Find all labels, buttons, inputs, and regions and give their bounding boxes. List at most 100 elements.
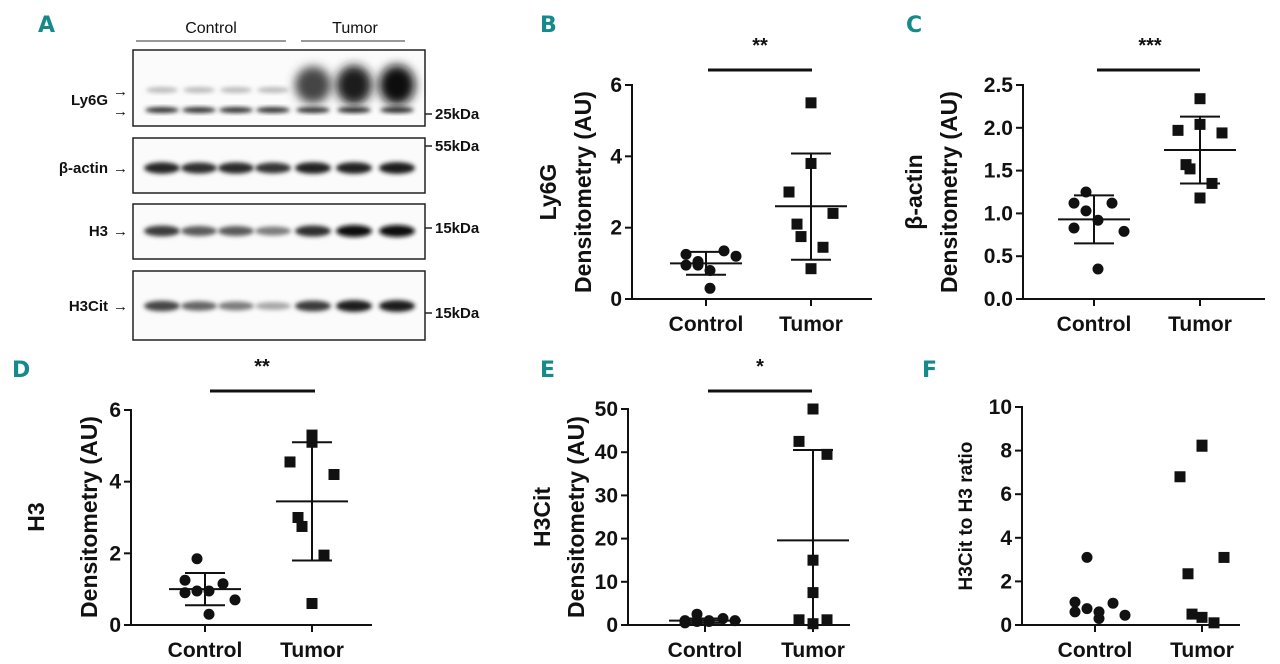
y-tick-label: 0 bbox=[109, 614, 121, 637]
y-axis-label: H3Cit bbox=[529, 487, 555, 547]
blot-band bbox=[257, 87, 289, 93]
y-tick-label: 2.5 bbox=[984, 74, 1014, 97]
blot-band bbox=[255, 226, 291, 236]
data-point-control bbox=[217, 578, 229, 590]
y-tick-label: 6 bbox=[109, 399, 121, 422]
panel-letter-b: B bbox=[540, 13, 557, 38]
data-point-tumor bbox=[1194, 118, 1206, 130]
data-point-tumor bbox=[1196, 439, 1208, 451]
data-point-control bbox=[717, 613, 729, 625]
data-point-control bbox=[704, 264, 716, 276]
blot-band bbox=[144, 300, 180, 312]
data-point-tumor bbox=[783, 186, 795, 198]
y-axis-label: Densitometry (AU) bbox=[76, 416, 102, 618]
panel-letter-f: F bbox=[922, 358, 937, 383]
marker-label: 15kDa bbox=[435, 220, 480, 237]
panel-c-scatter-chart: C 0.0 0.5 1.0 1.5 2.0 2.5 Control Tumor β-actin De… bbox=[901, 13, 1265, 336]
blot-band bbox=[218, 226, 254, 236]
data-point-control bbox=[1080, 186, 1092, 198]
data-point-control bbox=[730, 250, 742, 262]
data-point-tumor bbox=[807, 403, 819, 415]
panel-f-scatter-chart: F 0 2 4 6 8 10 Control Tumor H3Cit to H3 ratio bbox=[922, 358, 1240, 662]
y-tick-label: 2 bbox=[109, 542, 121, 565]
blot-row-label: H3 bbox=[89, 223, 108, 240]
blot-row-h3cit: H3Cit → 15kDa bbox=[69, 270, 480, 341]
blot-band bbox=[146, 87, 178, 93]
blot-band bbox=[218, 162, 254, 174]
y-tick-label: 2 bbox=[610, 217, 622, 240]
data-point-tumor bbox=[1194, 192, 1206, 204]
blot-band bbox=[337, 107, 371, 113]
y-tick-label: 4 bbox=[109, 471, 121, 494]
blot-band bbox=[295, 66, 331, 104]
blot-band bbox=[296, 107, 330, 113]
x-tick-label: Control bbox=[669, 313, 744, 336]
blot-band bbox=[336, 65, 372, 105]
data-point-tumor bbox=[1194, 93, 1206, 105]
data-point-tumor bbox=[817, 241, 829, 253]
y-axis-label: Densitometry (AU) bbox=[936, 91, 962, 293]
y-tick-label: 4 bbox=[1000, 527, 1012, 550]
data-point-tumor bbox=[284, 456, 296, 468]
x-tick-label: Control bbox=[668, 639, 743, 662]
marker-label: 25kDa bbox=[435, 106, 480, 123]
data-point-control bbox=[1106, 197, 1118, 209]
y-tick-label: 0 bbox=[606, 614, 618, 637]
blot-band bbox=[220, 87, 252, 93]
data-point-tumor bbox=[807, 618, 819, 630]
panel-e-scatter-chart: E 0 10 20 30 40 50 Control Tumor H3Cit Densitometr… bbox=[529, 356, 850, 662]
data-point-tumor bbox=[1208, 617, 1220, 629]
data-point-control bbox=[1080, 205, 1092, 217]
data-point-control bbox=[179, 587, 191, 599]
data-point-control bbox=[1081, 551, 1093, 563]
data-point-tumor bbox=[306, 436, 318, 448]
data-point-tumor bbox=[821, 614, 833, 626]
panel-letter-c: C bbox=[906, 13, 922, 38]
y-tick-label: 0.0 bbox=[984, 288, 1013, 311]
blot-band bbox=[336, 300, 372, 312]
y-axis-label: H3 bbox=[23, 502, 49, 531]
group-label-control: Control bbox=[185, 20, 237, 37]
y-axis-label: H3Cit to H3 ratio bbox=[956, 442, 977, 591]
y-tick-label: 1.5 bbox=[984, 160, 1014, 183]
data-point-control bbox=[1092, 263, 1104, 275]
blot-row-label: β-actin bbox=[59, 160, 108, 177]
arrow-icon: → bbox=[113, 223, 128, 240]
blot-band bbox=[255, 162, 291, 174]
blot-band bbox=[379, 300, 415, 312]
y-tick-label: 6 bbox=[610, 74, 622, 97]
data-point-control bbox=[191, 553, 203, 565]
data-point-control bbox=[1069, 596, 1081, 608]
panel-b-scatter-chart: B 0 2 4 6 Control Tumor Ly6G Densitometry (AU) ** bbox=[535, 13, 872, 336]
data-point-tumor bbox=[805, 97, 817, 109]
arrow-icon: → bbox=[113, 298, 128, 315]
x-tick-label: Control bbox=[168, 639, 243, 662]
blot-row-ly6g: Ly6G → → 25kDa bbox=[71, 49, 480, 127]
data-point-tumor bbox=[805, 157, 817, 169]
blot-band bbox=[219, 107, 253, 113]
blot-row-h3: H3 → 15kDa bbox=[89, 203, 480, 260]
data-point-tumor bbox=[793, 614, 805, 626]
data-point-control bbox=[691, 608, 703, 620]
blot-band bbox=[379, 162, 415, 174]
blot-band bbox=[336, 162, 372, 174]
y-tick-label: 8 bbox=[1000, 440, 1012, 463]
data-point-control bbox=[1107, 597, 1119, 609]
x-tick-label: Tumor bbox=[280, 639, 344, 662]
data-point-tumor bbox=[1172, 124, 1184, 136]
data-point-tumor bbox=[296, 520, 308, 532]
data-point-control bbox=[179, 574, 191, 586]
data-point-tumor bbox=[292, 512, 304, 523]
y-tick-label: 6 bbox=[1000, 483, 1012, 506]
data-point-control bbox=[729, 615, 741, 627]
data-point-tumor bbox=[1186, 608, 1198, 620]
data-point-tumor bbox=[306, 429, 318, 441]
marker-label: 15kDa bbox=[435, 305, 480, 322]
blot-band bbox=[145, 107, 179, 113]
blot-band bbox=[380, 107, 414, 113]
data-point-tumor bbox=[793, 435, 805, 447]
blot-row-label: H3Cit bbox=[69, 298, 108, 315]
significance-stars: *** bbox=[1138, 35, 1162, 57]
data-point-tumor bbox=[805, 263, 817, 275]
data-point-control bbox=[1119, 609, 1131, 621]
